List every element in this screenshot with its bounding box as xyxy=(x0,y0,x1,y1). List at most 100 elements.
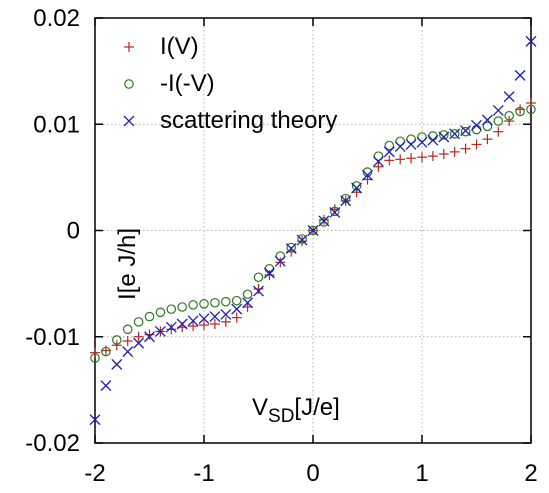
y-tick-label: -0.02 xyxy=(25,430,80,457)
marker-stroke xyxy=(220,308,232,320)
data-point-plus xyxy=(460,143,471,154)
data-point-circle xyxy=(253,272,264,283)
data-point-plus xyxy=(449,146,460,157)
data-point-circle xyxy=(231,295,242,306)
data-point-plus xyxy=(493,126,504,137)
data-point-x xyxy=(263,267,275,279)
x-tick-label: -2 xyxy=(84,460,105,487)
legend-marker-plus-icon xyxy=(124,42,134,52)
data-point-circle xyxy=(351,181,362,191)
data-point-x xyxy=(460,125,472,137)
marker-stroke xyxy=(144,331,155,343)
data-point-circle xyxy=(90,353,100,363)
data-point-x xyxy=(329,206,341,218)
y-tick-label: 0 xyxy=(67,218,80,245)
data-point-x xyxy=(449,128,461,140)
marker-stroke xyxy=(198,313,210,325)
legend-marker-shape xyxy=(124,79,134,89)
data-point-circle xyxy=(438,130,449,140)
data-point-circle xyxy=(493,116,504,126)
data-point-x xyxy=(514,69,526,81)
data-point-plus xyxy=(144,329,155,340)
data-point-circle xyxy=(133,317,144,327)
data-point-x xyxy=(296,234,308,246)
data-point-plus xyxy=(188,321,199,332)
data-point-circle xyxy=(210,297,220,308)
data-point-plus xyxy=(253,283,264,294)
y-tick-label: 0.01 xyxy=(33,111,80,138)
data-point-circle xyxy=(166,304,177,314)
x-tick-label: 1 xyxy=(415,460,428,487)
data-point-x xyxy=(438,131,450,143)
data-point-plus xyxy=(231,312,242,323)
data-point-x xyxy=(362,169,373,181)
marker-stroke xyxy=(372,155,384,167)
series-circle xyxy=(90,104,536,363)
data-point-circle xyxy=(112,335,122,345)
data-point-circle xyxy=(362,167,373,177)
data-point-circle xyxy=(384,140,395,151)
data-point-x xyxy=(176,318,188,330)
marker-stroke xyxy=(394,141,406,153)
data-point-plus xyxy=(166,324,177,335)
data-point-x xyxy=(394,141,406,153)
data-point-x xyxy=(340,195,352,207)
data-point-plus xyxy=(220,316,231,327)
data-point-x xyxy=(481,114,493,126)
data-point-plus xyxy=(504,116,515,127)
data-point-x xyxy=(100,380,112,392)
data-point-plus xyxy=(264,270,275,281)
data-point-x xyxy=(285,243,297,255)
data-point-x xyxy=(144,331,155,343)
marker-stroke xyxy=(285,243,297,255)
data-point-circle xyxy=(460,126,471,137)
marker-stroke xyxy=(231,303,243,315)
x-tick-label: 2 xyxy=(524,460,537,487)
legend-marker-shape xyxy=(124,42,134,52)
data-point-circle xyxy=(329,206,340,217)
data-point-x xyxy=(471,119,482,131)
marker-stroke xyxy=(133,337,145,349)
data-point-plus xyxy=(209,319,220,329)
marker-stroke xyxy=(329,206,341,218)
x-axis-label: VSD[J/e] xyxy=(252,394,340,427)
data-point-plus xyxy=(122,336,133,346)
legend-label-scattering-theory: scattering theory xyxy=(160,107,337,134)
data-point-x xyxy=(405,138,417,150)
data-point-circle xyxy=(308,225,318,236)
marker-stroke xyxy=(242,297,254,309)
data-point-x xyxy=(242,297,254,309)
data-point-circle xyxy=(221,296,231,307)
data-point-circle xyxy=(199,299,209,309)
data-point-x xyxy=(89,414,101,426)
data-point-circle xyxy=(155,307,166,318)
data-point-circle xyxy=(482,121,493,132)
data-point-circle xyxy=(417,132,427,142)
data-point-plus xyxy=(395,154,406,165)
data-point-x xyxy=(427,134,439,146)
marker-stroke xyxy=(525,35,537,47)
data-point-circle xyxy=(177,302,187,312)
data-point-x xyxy=(220,308,232,320)
x-tick-label: -1 xyxy=(193,460,214,487)
data-point-x xyxy=(111,358,123,370)
marker-stroke xyxy=(274,255,286,267)
marker-stroke xyxy=(514,69,526,81)
x-axis-label-main: V xyxy=(252,394,268,421)
data-point-plus xyxy=(417,152,427,163)
data-point-plus xyxy=(482,134,493,145)
data-point-x xyxy=(154,325,166,337)
data-point-x xyxy=(253,285,264,297)
data-point-circle xyxy=(373,151,384,161)
legend-label-iv: I(V) xyxy=(160,33,199,60)
data-point-x xyxy=(525,35,537,47)
data-point-x xyxy=(318,215,330,227)
data-point-plus xyxy=(199,320,209,331)
data-point-x xyxy=(383,146,395,158)
data-point-x xyxy=(416,136,428,148)
data-point-x xyxy=(198,313,210,325)
marker-stroke xyxy=(187,315,199,327)
data-point-circle xyxy=(297,234,307,244)
marker-stroke xyxy=(449,128,461,140)
